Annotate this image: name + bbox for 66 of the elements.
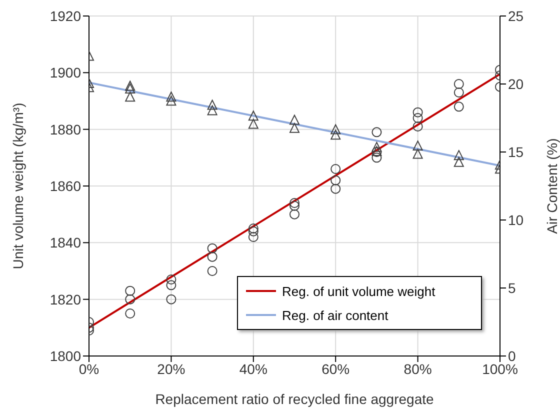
x-tick-label: 40% xyxy=(239,360,268,377)
x-tick-label: 80% xyxy=(404,360,432,377)
point xyxy=(166,294,176,304)
point xyxy=(166,96,176,106)
y-tick-label: 1900 xyxy=(50,64,82,81)
point xyxy=(248,224,258,234)
point xyxy=(330,184,341,194)
point xyxy=(248,232,258,242)
y-tick-label: 1860 xyxy=(50,178,82,194)
point xyxy=(248,226,258,236)
point xyxy=(412,148,423,159)
point xyxy=(125,308,136,318)
point xyxy=(454,102,464,112)
y-axis-title: Unit volume weight (kg/m³) xyxy=(10,102,26,270)
point xyxy=(454,156,464,167)
point xyxy=(207,243,218,254)
legend-label: Reg. of unit volume weight xyxy=(282,284,436,298)
x-axis-title: Replacement ratio of recycled fine aggregate xyxy=(155,391,434,407)
point xyxy=(330,124,341,134)
point xyxy=(454,79,464,89)
point xyxy=(412,113,423,123)
point xyxy=(454,150,464,160)
point xyxy=(330,175,341,186)
point xyxy=(207,105,218,116)
point xyxy=(125,80,136,91)
y-tick-label: 1800 xyxy=(50,348,82,364)
point xyxy=(372,127,382,138)
point xyxy=(207,100,218,110)
y2-tick-label: 10 xyxy=(508,212,524,228)
point xyxy=(454,88,464,98)
y-tick-label: 1840 xyxy=(50,234,82,251)
point xyxy=(207,252,218,262)
point xyxy=(290,122,300,133)
y-tick-label: 1880 xyxy=(50,121,82,138)
point xyxy=(412,107,423,118)
y-tick-label: 1920 xyxy=(50,8,82,24)
point xyxy=(290,198,300,208)
point xyxy=(290,200,300,211)
point xyxy=(330,164,341,174)
point xyxy=(125,294,136,304)
y2-tick-label: 25 xyxy=(508,8,524,24)
point xyxy=(125,92,136,102)
point xyxy=(330,130,341,140)
y-tick-label: 1820 xyxy=(50,291,82,308)
point xyxy=(248,110,258,121)
point xyxy=(248,118,258,129)
y2-tick-label: 15 xyxy=(508,144,524,160)
y2-tick-label: 20 xyxy=(508,76,524,92)
point xyxy=(166,274,176,284)
y2-axis-title: Air Content (%) xyxy=(544,138,560,234)
point xyxy=(412,122,423,132)
point xyxy=(372,152,382,163)
point xyxy=(412,140,423,151)
x-tick-label: 20% xyxy=(157,360,186,377)
x-tick-label: 0% xyxy=(78,360,100,377)
x-tick-label: 60% xyxy=(322,360,350,377)
y2-tick-label: 5 xyxy=(508,280,516,296)
point xyxy=(125,286,136,296)
point xyxy=(290,114,300,125)
point xyxy=(166,280,176,290)
point xyxy=(372,142,382,152)
legend-label: Reg. of air content xyxy=(282,308,388,322)
point xyxy=(125,83,136,94)
point xyxy=(290,209,300,220)
point xyxy=(207,266,218,276)
point xyxy=(166,92,176,102)
